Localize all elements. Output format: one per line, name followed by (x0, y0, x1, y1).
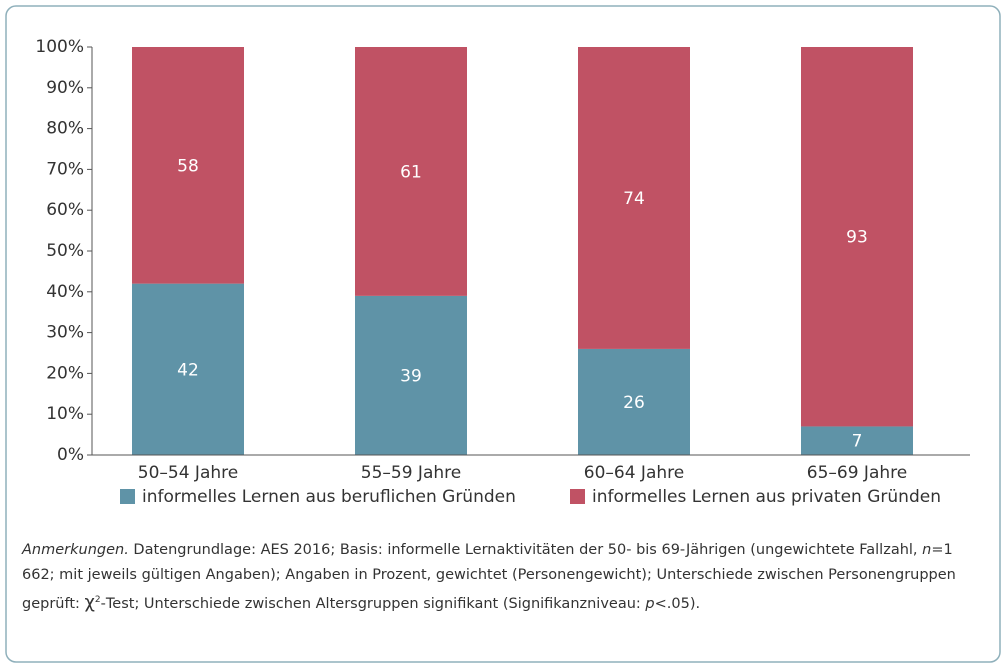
note-text: n (922, 542, 932, 558)
note-text: χ (84, 591, 95, 613)
y-tick-label: 60% (46, 200, 84, 220)
x-tick-label: 55–59 Jahre (361, 463, 461, 483)
legend-swatch (120, 489, 135, 504)
note-text: p (645, 595, 655, 612)
x-tick-label: 50–54 Jahre (138, 463, 238, 483)
frame (5, 5, 1001, 663)
bar-segment (132, 283, 244, 455)
y-tick-label: 30% (46, 323, 84, 343)
bar-segment (355, 47, 467, 296)
note-text: Datengrundlage: AES 2016; Basis: informe… (128, 542, 923, 558)
note: Anmerkungen. Datengrundlage: AES 2016; B… (22, 538, 982, 617)
y-tick-label: 50% (46, 241, 84, 261)
data-label: 93 (846, 228, 868, 248)
y-tick-label: 70% (46, 159, 84, 179)
bar-segment (578, 348, 690, 455)
bar-segment (355, 295, 467, 455)
note-text: 2 (94, 595, 101, 605)
data-label: 42 (177, 360, 199, 380)
x-tick-label: 65–69 Jahre (807, 463, 907, 483)
data-label: 58 (177, 156, 199, 176)
y-tick-label: 40% (46, 282, 84, 302)
note-text: <.05). (654, 595, 701, 612)
y-tick-label: 100% (35, 37, 84, 57)
legend-label: informelles Lernen aus privaten Gründen (592, 487, 941, 507)
y-tick-label: 10% (46, 404, 84, 424)
data-label: 26 (623, 393, 645, 413)
bar-segment (801, 426, 913, 455)
x-tick-label: 60–64 Jahre (584, 463, 684, 483)
y-tick-label: 0% (57, 445, 84, 465)
y-tick-label: 80% (46, 119, 84, 139)
data-label: 7 (852, 432, 863, 452)
legend-label: informelles Lernen aus beruflichen Gründ… (142, 487, 516, 507)
note-text: -Test; Unterschiede zwischen Altersgrupp… (100, 595, 646, 612)
bar-segment (578, 47, 690, 349)
bar-segment (801, 47, 913, 427)
note-text: =1 662; mit jeweils gültigen Angaben); A… (22, 542, 956, 612)
y-tick-label: 20% (46, 363, 84, 383)
legend-swatch (570, 489, 585, 504)
note-label: Anmerkungen. (22, 542, 129, 558)
data-label: 74 (623, 189, 645, 209)
data-label: 39 (400, 366, 422, 386)
bar-segment (132, 47, 244, 284)
y-tick-label: 90% (46, 78, 84, 98)
data-label: 61 (400, 162, 422, 182)
